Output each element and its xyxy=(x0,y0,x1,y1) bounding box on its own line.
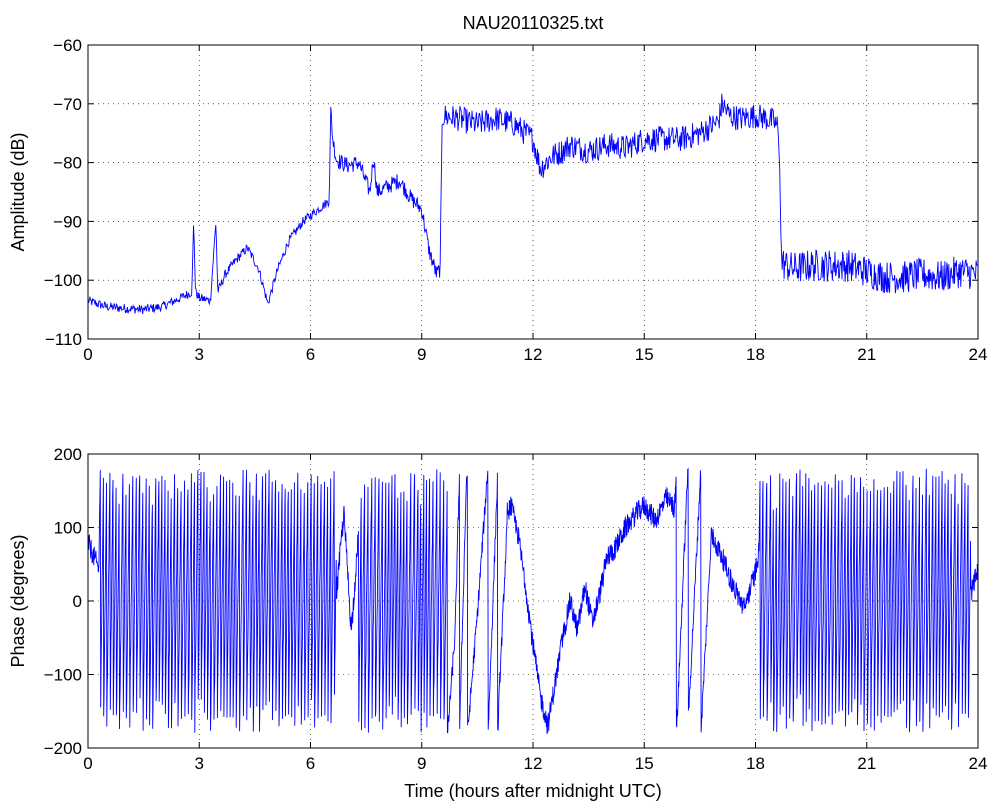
phase-y-tick-label-3: 100 xyxy=(54,519,82,538)
phase-x-axis-label: Time (hours after midnight UTC) xyxy=(404,781,661,801)
amplitude-grid xyxy=(88,45,978,339)
amplitude-x-tick-label-1: 3 xyxy=(195,345,204,364)
phase-x-tick-label-1: 3 xyxy=(195,754,204,773)
amplitude-chart-title: NAU20110325.txt xyxy=(463,13,604,33)
amplitude-y-tick-label-5: −60 xyxy=(53,36,82,55)
amplitude-x-tick-label-6: 18 xyxy=(746,345,765,364)
amplitude-plot-area xyxy=(88,45,978,339)
amplitude-trace xyxy=(87,93,979,315)
amplitude-ticks: 0 3 6 9 12 15 18 21 24 −110 −100 −90 −80 −70 −60 xyxy=(44,36,988,364)
amplitude-x-tick-label-0: 0 xyxy=(83,345,92,364)
phase-x-tick-label-5: 15 xyxy=(635,754,654,773)
phase-y-tick-label-0: −200 xyxy=(44,739,82,758)
amplitude-y-tick-label-3: −80 xyxy=(53,154,82,173)
amplitude-x-tick-label-5: 15 xyxy=(635,345,654,364)
phase-x-tick-label-3: 9 xyxy=(417,754,426,773)
phase-x-tick-label-4: 12 xyxy=(524,754,543,773)
amplitude-x-tick-label-8: 24 xyxy=(969,345,988,364)
amplitude-y-axis-label: Amplitude (dB) xyxy=(8,132,28,251)
phase-chart: 0 3 6 9 12 15 18 21 24 −200 −100 0 100 200 Time (hour… xyxy=(8,445,987,801)
phase-x-tick-label-2: 6 xyxy=(306,754,315,773)
phase-x-tick-label-6: 18 xyxy=(746,754,765,773)
phase-y-tick-label-1: −100 xyxy=(44,666,82,685)
amplitude-y-tick-label-1: −100 xyxy=(44,271,82,290)
phase-y-axis-label: Phase (degrees) xyxy=(8,534,28,667)
phase-x-tick-label-8: 24 xyxy=(969,754,988,773)
amplitude-x-tick-label-2: 6 xyxy=(306,345,315,364)
amplitude-x-tick-label-3: 9 xyxy=(417,345,426,364)
amplitude-x-tick-label-7: 21 xyxy=(857,345,876,364)
phase-y-tick-label-2: 0 xyxy=(73,592,82,611)
amplitude-y-tick-label-2: −90 xyxy=(53,212,82,231)
amplitude-series-line xyxy=(87,93,979,315)
amplitude-x-tick-label-4: 12 xyxy=(524,345,543,364)
amplitude-y-tick-label-4: −70 xyxy=(53,95,82,114)
phase-x-tick-label-0: 0 xyxy=(83,754,92,773)
phase-trace xyxy=(87,467,979,734)
phase-x-tick-label-7: 21 xyxy=(857,754,876,773)
phase-series-line xyxy=(87,467,979,734)
phase-ticks: 0 3 6 9 12 15 18 21 24 −200 −100 0 100 200 xyxy=(44,445,988,773)
amplitude-chart: 0 3 6 9 12 15 18 21 24 −110 −100 −90 −80 −70 −60 NAU20… xyxy=(8,13,987,364)
phase-y-tick-label-4: 200 xyxy=(54,445,82,464)
amplitude-y-tick-label-0: −110 xyxy=(45,330,82,349)
